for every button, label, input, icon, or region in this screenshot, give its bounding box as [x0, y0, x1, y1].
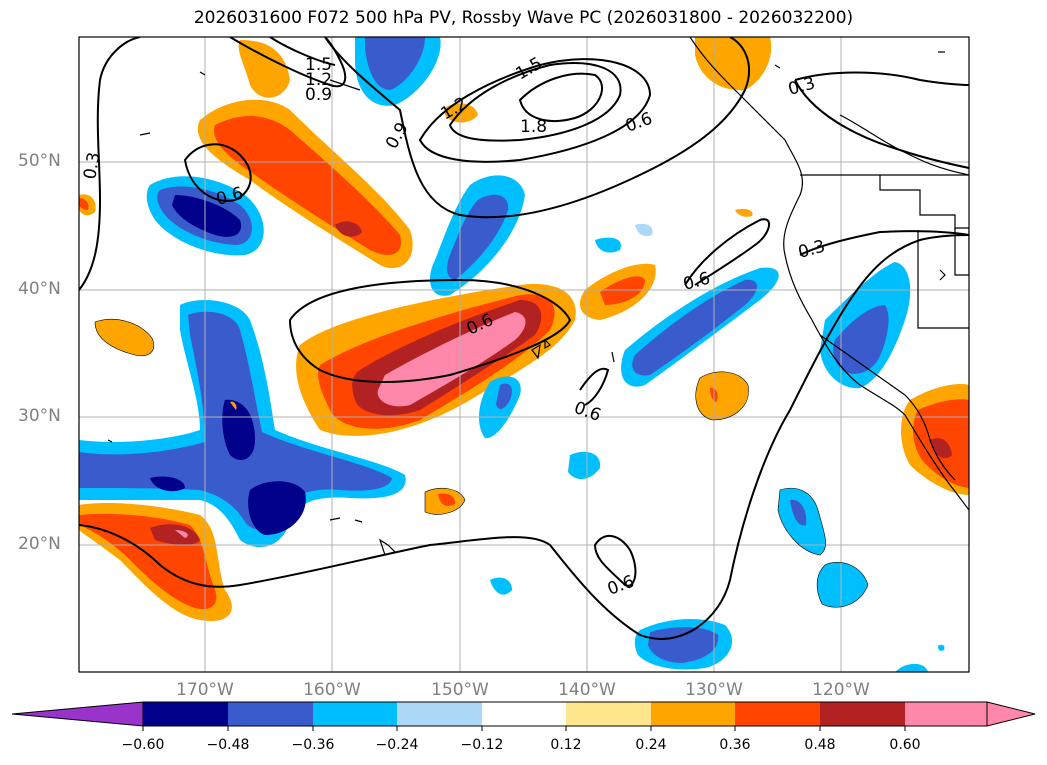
contour-label: 1.2 [305, 70, 332, 90]
colorbar-segment [397, 702, 482, 726]
colorbar-tick-label: 0.60 [889, 737, 921, 753]
colorbar-segment [735, 702, 820, 726]
colorbar-segment [143, 702, 228, 726]
colorbar-tick-label: −0.48 [206, 737, 250, 753]
colorbar-segment [651, 702, 735, 726]
colorbar-tick-label: −0.60 [121, 737, 165, 753]
colorbar-segment [482, 702, 566, 726]
map-title: 2026031600 F072 500 hPa PV, Rossby Wave … [193, 8, 854, 28]
lon-label-140w: 140°W [558, 680, 616, 700]
lat-label-20n: 20°N [18, 534, 61, 554]
lon-label-160w: 160°W [303, 680, 361, 700]
colorbar-tick-label: 0.36 [719, 737, 751, 753]
colorbar-segment [313, 702, 397, 726]
colorbar-extend-low [11, 701, 144, 727]
colorbar-tick-label: 0.12 [550, 737, 582, 753]
lat-label-50n: 50°N [18, 151, 61, 171]
plot-frame [78, 36, 970, 673]
lon-label-170w: 170°W [176, 680, 234, 700]
plot-area: 1.5 1.2 0.9 1.5 1.2 1.8 0.9 0.6 0.3 0.3 … [79, 37, 969, 672]
lat-label-40n: 40°N [18, 279, 61, 299]
contour-label: 1.8 [520, 117, 547, 137]
lon-label-120w: 120°W [812, 680, 870, 700]
colorbar-segment [228, 702, 313, 726]
colorbar-segment [566, 702, 651, 726]
colorbar-tick-label: −0.24 [375, 737, 419, 753]
colorbar-tick-label: 0.48 [804, 737, 836, 753]
lon-label-130w: 130°W [685, 680, 743, 700]
colorbar-segment [905, 702, 987, 726]
contour-label: 0.3 [80, 151, 104, 181]
coastlines [107, 37, 969, 556]
colorbar-tick-label: 0.24 [635, 737, 667, 753]
lat-label-30n: 30°N [18, 406, 61, 426]
colorbar [11, 701, 1036, 731]
lon-label-150w: 150°W [431, 680, 489, 700]
contour-label: 1.5 [305, 55, 332, 75]
colorbar-extend-high [986, 701, 1036, 727]
pv-contours [79, 37, 969, 640]
colorbar-tick-label: −0.12 [460, 737, 504, 753]
contour-label: 0.9 [305, 85, 332, 105]
colorbar-segment [820, 702, 905, 726]
colorbar-tick-label: −0.36 [291, 737, 335, 753]
